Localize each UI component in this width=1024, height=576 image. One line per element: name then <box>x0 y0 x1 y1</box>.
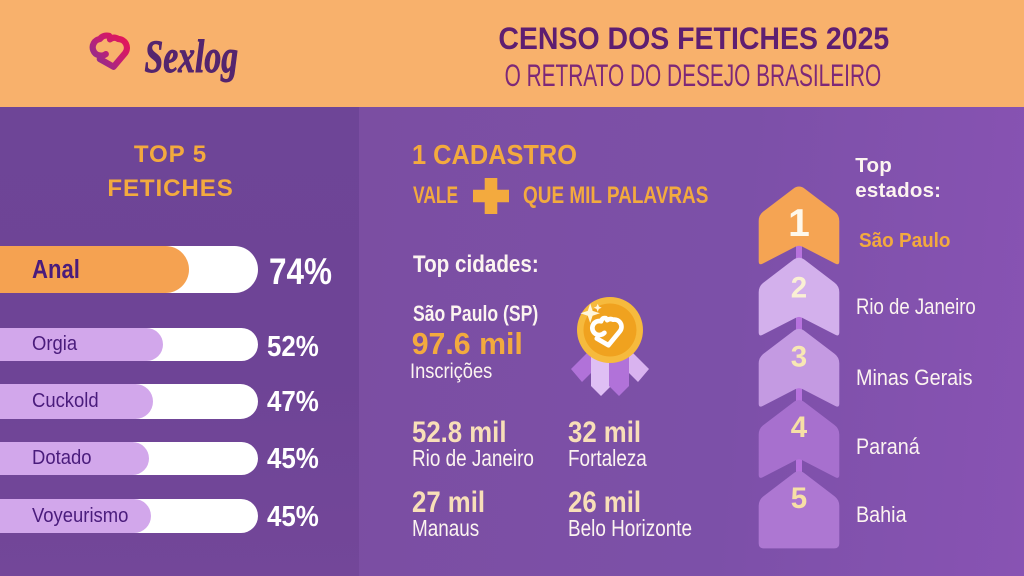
svg-text:1: 1 <box>788 202 810 245</box>
svg-text:5: 5 <box>791 482 807 515</box>
svg-text:2: 2 <box>791 271 807 304</box>
svg-text:Sexlog: Sexlog <box>145 31 239 83</box>
svg-text:4: 4 <box>791 411 808 444</box>
svg-text:3: 3 <box>791 340 807 373</box>
